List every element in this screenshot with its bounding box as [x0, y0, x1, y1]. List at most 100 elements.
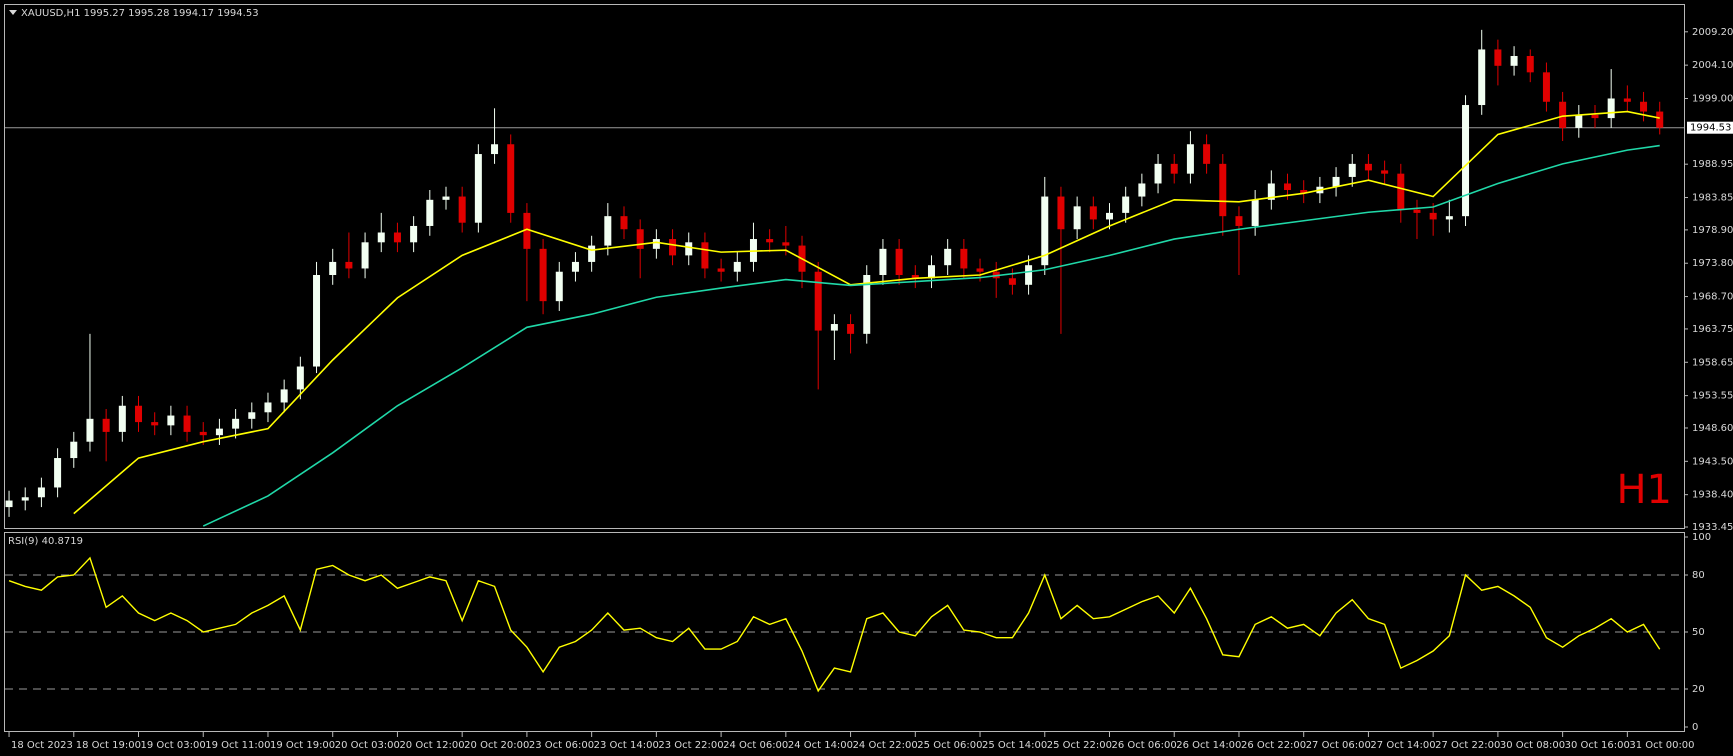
current-price-label: 1994.53	[1690, 123, 1731, 134]
candle-body	[1089, 206, 1097, 220]
candle-body	[1267, 183, 1275, 200]
chart-title: XAUUSD,H1 1995.27 1995.28 1994.17 1994.5…	[21, 8, 259, 19]
candle-body	[313, 274, 321, 367]
candle-body	[199, 431, 207, 436]
moving-average-line	[202, 144, 1660, 527]
candle-body	[1122, 196, 1130, 213]
candle-body	[1462, 105, 1470, 217]
candle-body	[1429, 212, 1437, 220]
candle-body	[1186, 144, 1194, 174]
x-tick-label: 26 Oct 06:00	[1111, 740, 1176, 751]
candle-body	[960, 248, 968, 269]
candle-body	[37, 487, 45, 498]
price-panel-frame	[4, 4, 1685, 529]
x-tick-label: 26 Oct 14:00	[1176, 740, 1241, 751]
candle-body	[1041, 196, 1049, 266]
candle-body	[1397, 173, 1405, 210]
y-tick-label: 1938.40	[1692, 490, 1733, 501]
y-tick-label: 1999.00	[1692, 93, 1733, 104]
candle-body	[442, 196, 450, 200]
candle-body	[911, 274, 919, 279]
candle-body	[474, 154, 482, 223]
candle-body	[1203, 144, 1211, 164]
y-tick-label: 0	[1692, 722, 1698, 733]
candle-body	[604, 216, 612, 246]
current-price-box	[1687, 121, 1733, 134]
candle-body	[151, 422, 159, 426]
x-tick-label: 19 Oct 19:00	[270, 740, 335, 751]
y-tick-label: 1973.80	[1692, 258, 1733, 269]
candle-body	[102, 418, 110, 432]
y-tick-label: 2004.10	[1692, 60, 1733, 71]
candle-body	[1510, 55, 1518, 66]
candle-body	[1008, 278, 1016, 285]
candle-body	[1591, 114, 1599, 119]
y-tick-label: 1943.50	[1692, 456, 1733, 467]
y-tick-label: 1953.55	[1692, 391, 1733, 402]
candle-body	[1575, 114, 1583, 128]
candle-body	[167, 415, 175, 426]
x-tick-label: 23 Oct 06:00	[529, 740, 594, 751]
candle-body	[1154, 163, 1162, 184]
candle-body	[1559, 101, 1567, 128]
candle-body	[264, 402, 272, 413]
x-tick-label: 25 Oct 14:00	[982, 740, 1047, 751]
moving-average-line	[73, 110, 1660, 515]
x-tick-label: 27 Oct 22:00	[1435, 740, 1500, 751]
y-tick-label: 1963.75	[1692, 324, 1733, 335]
y-tick-label: 1978.90	[1692, 225, 1733, 236]
candle-body	[830, 324, 838, 331]
candle-body	[232, 418, 240, 429]
x-tick-label: 30 Oct 08:00	[1500, 740, 1565, 751]
y-tick-label: 1988.95	[1692, 159, 1733, 170]
candle-body	[507, 144, 515, 213]
candle-body	[571, 261, 579, 272]
candle-body	[21, 497, 29, 501]
candle-body	[539, 248, 547, 302]
candle-body	[296, 366, 304, 390]
candle-body	[1413, 209, 1421, 213]
x-tick-label: 18 Oct 19:00	[76, 740, 141, 751]
candle-body	[847, 324, 855, 334]
candle-body	[410, 225, 418, 243]
candle-body	[1381, 170, 1389, 174]
candle-body	[1235, 216, 1243, 226]
candle-body	[701, 242, 709, 269]
candle-body	[215, 428, 223, 436]
candle-body	[1478, 49, 1486, 106]
y-tick-label: 1968.70	[1692, 292, 1733, 303]
candle-body	[1057, 196, 1065, 230]
candle-body	[329, 261, 337, 275]
x-tick-label: 24 Oct 14:00	[788, 740, 853, 751]
candle-body	[895, 248, 903, 275]
y-tick-label: 80	[1692, 570, 1705, 581]
x-tick-label: 19 Oct 03:00	[141, 740, 206, 751]
x-tick-label: 23 Oct 22:00	[658, 740, 723, 751]
symbol-menu-arrow[interactable]	[9, 10, 17, 15]
candle-body	[944, 248, 952, 266]
candle-body	[1105, 212, 1113, 220]
candle-body	[86, 418, 94, 442]
candle-body	[1300, 190, 1308, 194]
y-tick-label: 20	[1692, 684, 1705, 695]
candle-body	[766, 239, 774, 243]
rsi-line	[8, 556, 1661, 693]
candle-body	[1623, 98, 1631, 102]
candle-body	[1494, 49, 1502, 66]
y-tick-label: 1948.60	[1692, 423, 1733, 434]
candle-body	[636, 229, 644, 249]
candle-body	[1364, 163, 1372, 171]
x-tick-label: 27 Oct 14:00	[1370, 740, 1435, 751]
candle-body	[377, 232, 385, 243]
x-tick-label: 20 Oct 12:00	[399, 740, 464, 751]
indicator-title: RSI(9) 40.8719	[8, 536, 83, 547]
candle-body	[118, 405, 126, 432]
candle-body	[248, 412, 256, 419]
x-tick-label: 24 Oct 06:00	[723, 740, 788, 751]
y-tick-label: 2009.20	[1692, 27, 1733, 38]
candle-body	[814, 271, 822, 331]
x-tick-label: 27 Oct 06:00	[1306, 740, 1371, 751]
candle-body	[555, 271, 563, 302]
candle-body	[523, 212, 531, 249]
